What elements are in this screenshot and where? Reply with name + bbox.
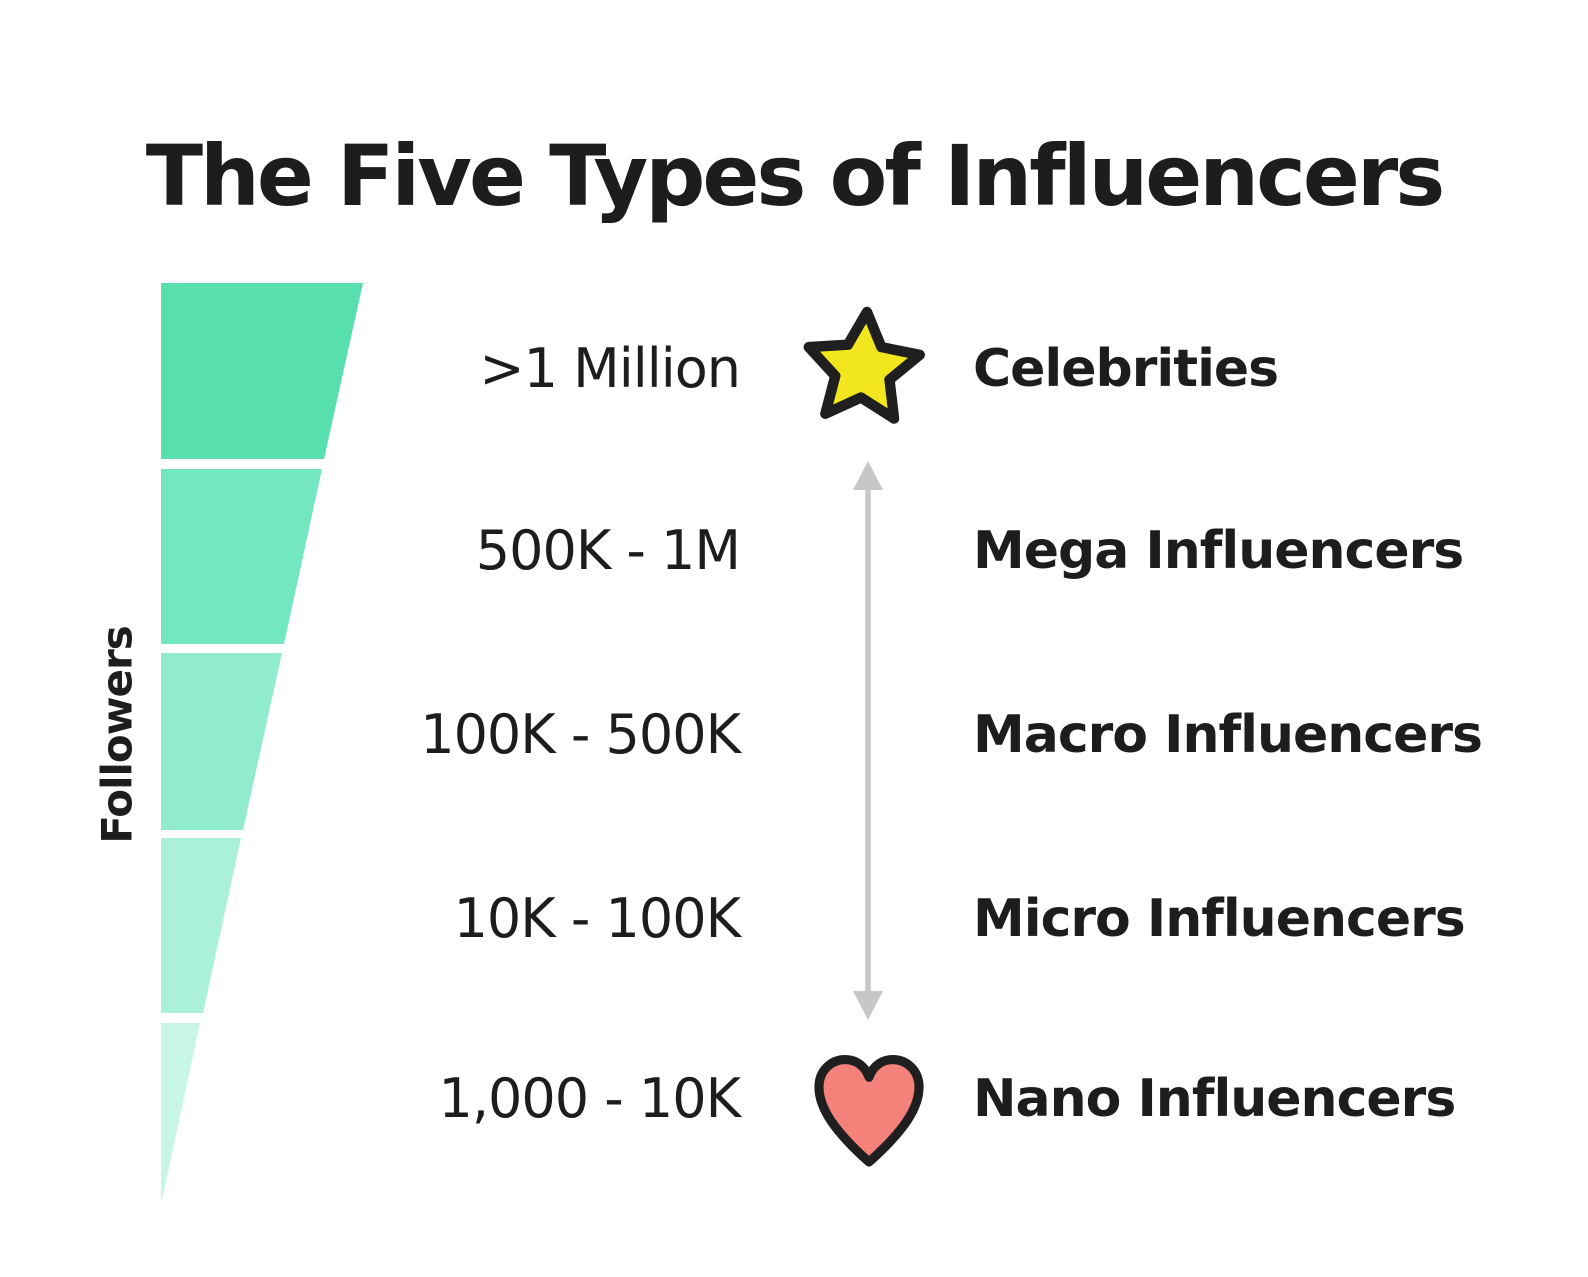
arrow-up-icon xyxy=(853,461,883,490)
funnel-segment-celebrities xyxy=(161,283,363,459)
star-shape xyxy=(803,306,925,424)
star-icon xyxy=(803,306,925,424)
tier-label-mega: Mega Influencers xyxy=(973,520,1464,581)
follower-range-micro: 10K - 100K xyxy=(453,887,741,951)
heart-icon xyxy=(814,1054,924,1167)
tier-label-micro: Micro Influencers xyxy=(973,888,1466,949)
funnel-segment-macro xyxy=(161,653,282,830)
tier-label-nano: Nano Influencers xyxy=(973,1068,1456,1129)
follower-range-nano: 1,000 - 10K xyxy=(438,1067,741,1131)
arrow-down-icon xyxy=(853,991,883,1020)
funnel-segment-nano xyxy=(161,1023,200,1200)
tier-label-celebrities: Celebrities xyxy=(973,338,1279,399)
tier-label-macro: Macro Influencers xyxy=(973,704,1483,765)
page-title: The Five Types of Influencers xyxy=(145,127,1446,226)
heart-shape xyxy=(814,1054,924,1167)
funnel-segment-micro xyxy=(161,838,241,1013)
follower-range-mega: 500K - 1M xyxy=(475,519,741,583)
follower-range-celebrities: >1 Million xyxy=(479,337,741,401)
follower-range-macro: 100K - 500K xyxy=(420,703,741,767)
funnel-segment-mega xyxy=(161,469,322,644)
